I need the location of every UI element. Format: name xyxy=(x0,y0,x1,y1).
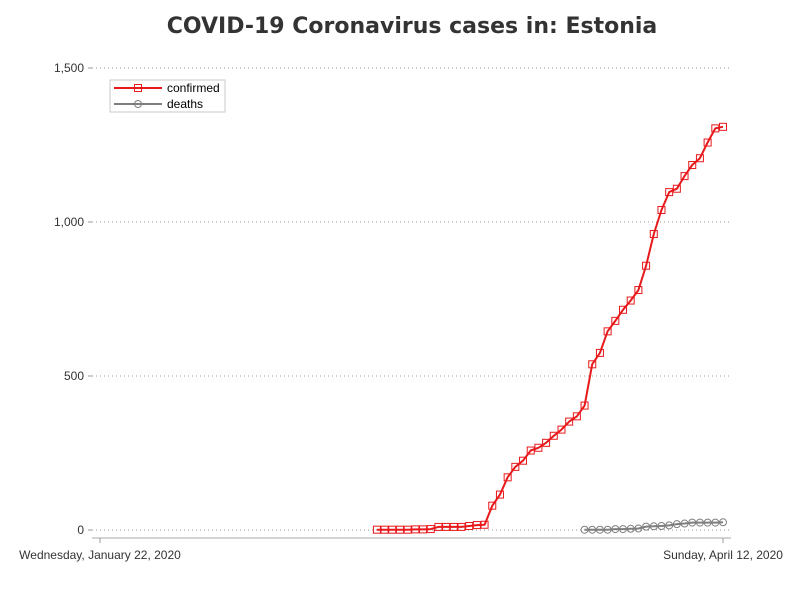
data-point-confirmed xyxy=(665,188,674,197)
data-point-deaths xyxy=(642,522,651,531)
data-point-confirmed xyxy=(442,522,451,531)
series-line-deaths xyxy=(584,521,724,531)
data-point-confirmed xyxy=(403,525,412,534)
data-point-confirmed xyxy=(495,490,504,499)
data-point-confirmed xyxy=(565,417,574,426)
axes: 0 500 1,000 1,500 Wednesday, January 22, 202… xyxy=(19,61,783,562)
data-point-confirmed xyxy=(672,184,681,193)
data-point-confirmed xyxy=(580,401,589,410)
data-point-confirmed xyxy=(603,327,612,336)
data-point-confirmed xyxy=(649,230,658,239)
data-point-confirmed xyxy=(634,286,643,295)
data-point-confirmed xyxy=(388,525,397,534)
data-point-confirmed xyxy=(395,525,404,534)
legend-marker xyxy=(134,100,142,108)
data-point-confirmed xyxy=(503,473,512,482)
data-point-confirmed xyxy=(711,124,720,133)
data-point-deaths xyxy=(688,518,697,527)
data-point-confirmed xyxy=(611,316,620,325)
data-point-confirmed xyxy=(695,154,704,163)
data-point-deaths xyxy=(672,520,681,529)
data-point-confirmed xyxy=(449,522,458,531)
data-point-confirmed xyxy=(542,438,551,447)
data-point-confirmed xyxy=(434,522,443,531)
data-point-confirmed xyxy=(719,122,727,131)
data-point-confirmed xyxy=(526,446,535,455)
data-point-deaths xyxy=(695,518,704,527)
data-point-confirmed xyxy=(472,521,481,530)
legend-label: confirmed xyxy=(167,81,220,95)
legend-box xyxy=(109,79,226,113)
data-point-confirmed xyxy=(411,525,420,534)
data-point-confirmed xyxy=(572,412,581,421)
data-point-deaths xyxy=(611,525,620,534)
data-point-deaths xyxy=(680,519,689,528)
series-line-confirmed xyxy=(376,125,724,531)
data-point-confirmed xyxy=(380,525,389,534)
data-point-confirmed xyxy=(426,525,435,534)
data-point-confirmed xyxy=(480,520,489,529)
data-point-deaths xyxy=(580,525,589,534)
data-point-deaths xyxy=(588,525,597,534)
data-point-confirmed xyxy=(534,443,543,452)
legend-marker xyxy=(134,84,142,92)
series-confirmed xyxy=(372,122,727,534)
legend-item-confirmed: confirmed xyxy=(114,81,220,95)
data-point-confirmed xyxy=(688,161,697,170)
data-point-confirmed xyxy=(703,138,712,147)
legend-label: deaths xyxy=(167,97,203,111)
data-point-deaths xyxy=(665,521,674,530)
data-point-deaths xyxy=(603,525,612,534)
data-point-deaths xyxy=(657,521,666,530)
data-point-confirmed xyxy=(549,431,558,440)
x-tick-label: Sunday, April 12, 2020 xyxy=(663,548,783,562)
data-point-deaths xyxy=(619,525,628,534)
data-point-confirmed xyxy=(372,525,381,534)
series-deaths xyxy=(580,518,727,534)
y-tick-label: 500 xyxy=(64,369,84,383)
data-point-confirmed xyxy=(642,261,651,270)
grid xyxy=(92,67,731,531)
chart-title: COVID-19 Coronavirus cases in: Estonia xyxy=(167,14,658,39)
data-point-confirmed xyxy=(519,456,528,465)
data-point-confirmed xyxy=(488,501,497,510)
data-point-deaths xyxy=(634,524,643,533)
data-point-confirmed xyxy=(457,522,466,531)
y-tick-label: 0 xyxy=(77,523,84,537)
y-tick-label: 1,000 xyxy=(54,215,84,229)
legend: confirmed deaths xyxy=(109,79,226,113)
data-point-confirmed xyxy=(419,525,428,534)
y-tick-label: 1,500 xyxy=(54,61,84,75)
data-point-deaths xyxy=(703,518,712,527)
data-point-confirmed xyxy=(657,205,666,214)
data-point-deaths xyxy=(719,518,727,527)
data-point-deaths xyxy=(649,522,658,531)
data-point-confirmed xyxy=(619,305,628,314)
data-point-deaths xyxy=(626,524,635,533)
data-point-confirmed xyxy=(588,360,597,369)
data-point-confirmed xyxy=(626,296,635,305)
series-layer xyxy=(372,122,727,534)
data-point-deaths xyxy=(711,518,720,527)
data-point-confirmed xyxy=(595,348,604,357)
data-point-deaths xyxy=(595,525,604,534)
data-point-confirmed xyxy=(680,172,689,181)
legend-item-deaths: deaths xyxy=(114,97,203,111)
data-point-confirmed xyxy=(465,521,474,530)
data-point-confirmed xyxy=(511,462,520,471)
x-tick-label: Wednesday, January 22, 2020 xyxy=(19,548,181,562)
data-point-confirmed xyxy=(557,425,566,434)
